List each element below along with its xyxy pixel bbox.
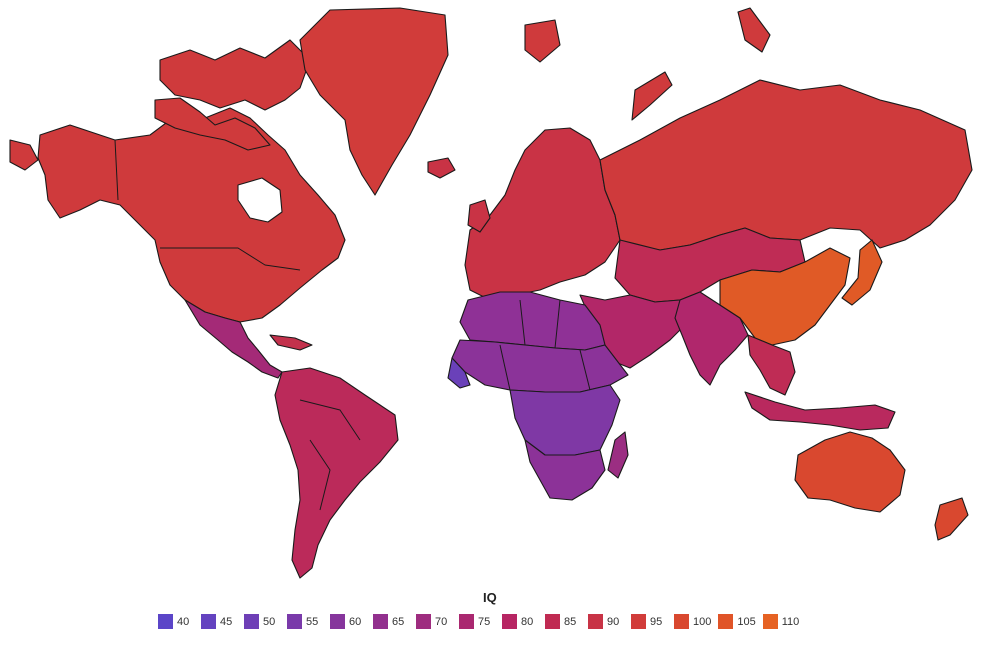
region-new-zealand: [934, 497, 969, 541]
region-arctic-islands: [159, 39, 311, 111]
legend-item: 65: [373, 614, 409, 629]
region-caribbean: [269, 334, 313, 351]
region-africa-central: [509, 384, 621, 456]
legend-swatch: [330, 614, 345, 629]
legend-swatch: [588, 614, 603, 629]
legend-item: 100: [674, 614, 711, 629]
legend-item: 45: [201, 614, 237, 629]
region-alaska-west: [9, 139, 39, 171]
legend-item: 105: [718, 614, 756, 629]
border-alaska-canada: [114, 139, 119, 201]
legend-label: 110: [781, 615, 800, 628]
legend-item: 70: [416, 614, 452, 629]
legend-item: 110: [762, 614, 800, 629]
region-novaya-zemlya: [631, 71, 673, 121]
region-southeast-asia: [747, 334, 796, 396]
legend-label: 95: [650, 615, 663, 628]
legend-item: 90: [588, 614, 624, 629]
legend-item: 55: [287, 614, 323, 629]
legend-item: 75: [459, 614, 495, 629]
legend-swatch: [762, 614, 778, 629]
legend-swatch: [631, 614, 646, 629]
legend-label: 65: [392, 615, 405, 628]
region-hudson-bay: [237, 177, 283, 223]
legend-label: 75: [478, 615, 491, 628]
legend-label: 55: [306, 615, 319, 628]
legend-label: 70: [435, 615, 448, 628]
region-japan: [841, 239, 883, 306]
legend-swatch: [158, 614, 173, 629]
legend-swatch: [244, 614, 259, 629]
legend-swatch: [373, 614, 388, 629]
legend-items: 40 45 50 55 60 65 70 75 80 85 90 95 100 105 110: [158, 614, 806, 629]
legend-swatch: [459, 614, 474, 629]
region-arctic-islands-2: [154, 97, 271, 151]
legend-swatch: [416, 614, 431, 629]
legend-item: 95: [631, 614, 667, 629]
legend-swatch: [718, 614, 734, 629]
legend-swatch: [545, 614, 560, 629]
legend-swatch: [674, 614, 689, 629]
region-iceland: [427, 157, 456, 179]
region-australia: [794, 431, 906, 513]
legend-label: 45: [220, 615, 233, 628]
region-franz-josef: [737, 7, 771, 53]
region-africa-sahel: [451, 339, 629, 393]
legend-item: 50: [244, 614, 280, 629]
legend-swatch: [201, 614, 216, 629]
legend-item: 60: [330, 614, 366, 629]
legend-label: 50: [263, 615, 276, 628]
legend-label: 90: [607, 615, 620, 628]
region-uk: [467, 199, 491, 233]
legend-label: 85: [564, 615, 577, 628]
legend-title: IQ: [483, 590, 497, 605]
region-africa-south: [524, 439, 606, 501]
legend-label: 80: [521, 615, 534, 628]
border-sa-inner: [299, 399, 361, 511]
region-svalbard: [524, 19, 561, 63]
region-madagascar: [607, 431, 629, 479]
legend-item: 40: [158, 614, 194, 629]
legend-label: 100: [693, 615, 712, 628]
region-indonesia: [744, 391, 896, 431]
region-north-america: [37, 107, 346, 323]
legend-item: 80: [502, 614, 538, 629]
legend-label: 40: [177, 615, 190, 628]
legend-label: 105: [737, 615, 756, 628]
legend-swatch: [287, 614, 302, 629]
region-greenland: [299, 7, 449, 196]
legend-label: 60: [349, 615, 362, 628]
region-china: [719, 247, 851, 346]
border-us-canada: [160, 247, 301, 271]
region-south-america: [274, 367, 399, 579]
legend-swatch: [502, 614, 517, 629]
world-iq-map: [9, 7, 973, 579]
region-russia: [599, 79, 973, 251]
border-africa-inner: [499, 299, 591, 391]
region-west-africa-coast: [447, 357, 471, 389]
legend-item: 85: [545, 614, 581, 629]
